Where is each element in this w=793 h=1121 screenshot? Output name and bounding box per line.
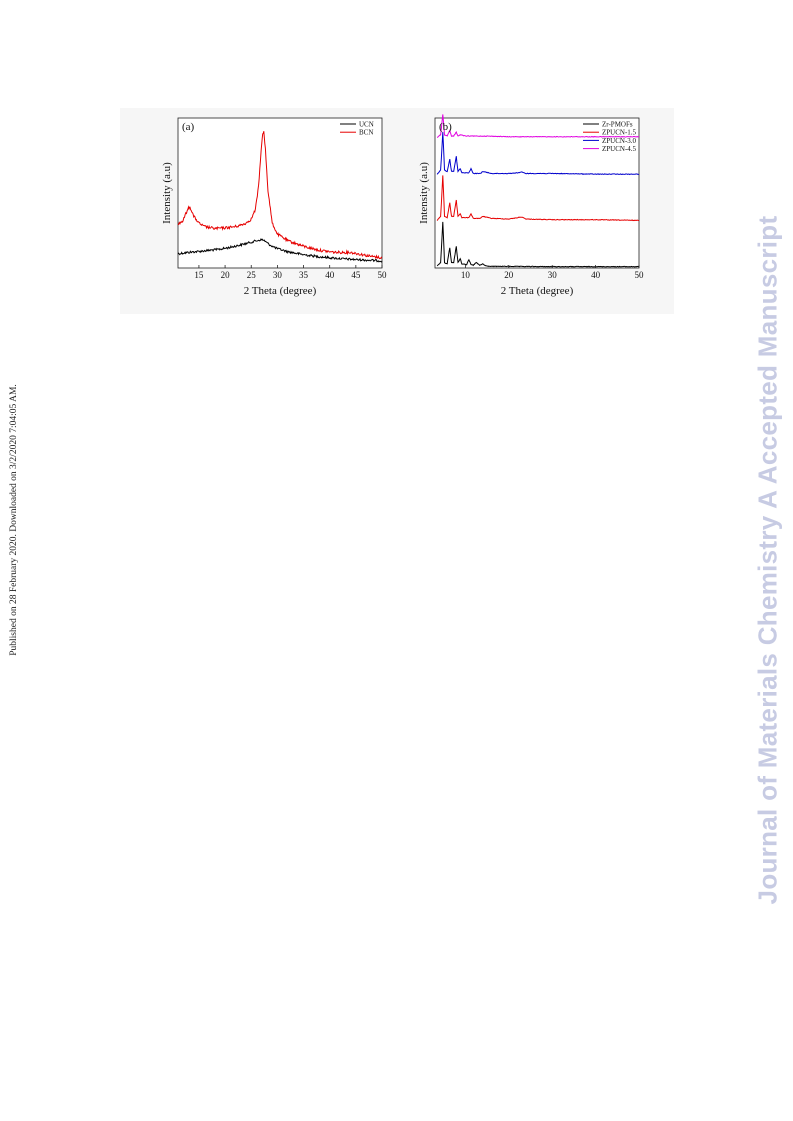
x-tick-label-50: 50 (635, 270, 645, 280)
x-tick-label-45: 45 (351, 270, 361, 280)
panel-label: (b) (439, 121, 452, 133)
panel-label: (a) (182, 121, 195, 133)
chart-a: 15 20 25 30 35 40 45 50 (a) 2 Theta (degree) Inten… (161, 117, 388, 297)
x-tick-label-15: 15 (194, 270, 204, 280)
figure-panel: 15 20 25 30 35 40 45 50 (a) 2 Theta (degree) Inten… (120, 108, 674, 314)
legend-entry-1: ZPUCN-1.5 (602, 129, 637, 137)
chart-b: 10 20 30 40 50 (b) 2 Theta (degree) Intensity (… (418, 114, 645, 297)
legend-entry-0: Zr-PMOFs (602, 121, 633, 129)
plot-area-0 (177, 117, 383, 269)
x-tick-label-30: 30 (548, 270, 558, 280)
x-tick-label-20: 20 (221, 270, 231, 280)
x-axis-label: 2 Theta (degree) (501, 285, 574, 297)
series-line-zpucn-1-5 (436, 175, 640, 222)
journal-watermark: Journal of Materials Chemistry A Accepte… (752, 215, 783, 905)
x-tick-label-20: 20 (504, 270, 514, 280)
y-axis-label: Intensity (a.u) (418, 162, 430, 224)
publication-note: Published on 28 February 2020. Downloade… (9, 384, 19, 656)
series-line-ucn (177, 238, 383, 263)
x-tick-label-30: 30 (273, 270, 283, 280)
series-line-zr-pmofs (436, 221, 639, 268)
legend-entry-1: BCN (359, 129, 373, 137)
y-axis-label: Intensity (a.u) (161, 162, 173, 224)
x-tick-label-40: 40 (591, 270, 601, 280)
x-tick-label-35: 35 (299, 270, 309, 280)
x-tick-label-40: 40 (325, 270, 335, 280)
legend-entry-0: UCN (359, 121, 374, 129)
x-axis-label: 2 Theta (degree) (244, 285, 317, 297)
plot-area-1 (434, 117, 640, 269)
legend-entry-3: ZPUCN-4.5 (602, 145, 637, 153)
series-line-zpucn-3-0 (436, 132, 640, 176)
legend-entry-2: ZPUCN-3.0 (602, 137, 637, 145)
x-tick-label-50: 50 (378, 270, 388, 280)
x-tick-label-10: 10 (461, 270, 471, 280)
x-tick-label-25: 25 (247, 270, 257, 280)
series-line-bcn (177, 131, 383, 260)
series-line-zpucn-4-5 (436, 114, 640, 139)
